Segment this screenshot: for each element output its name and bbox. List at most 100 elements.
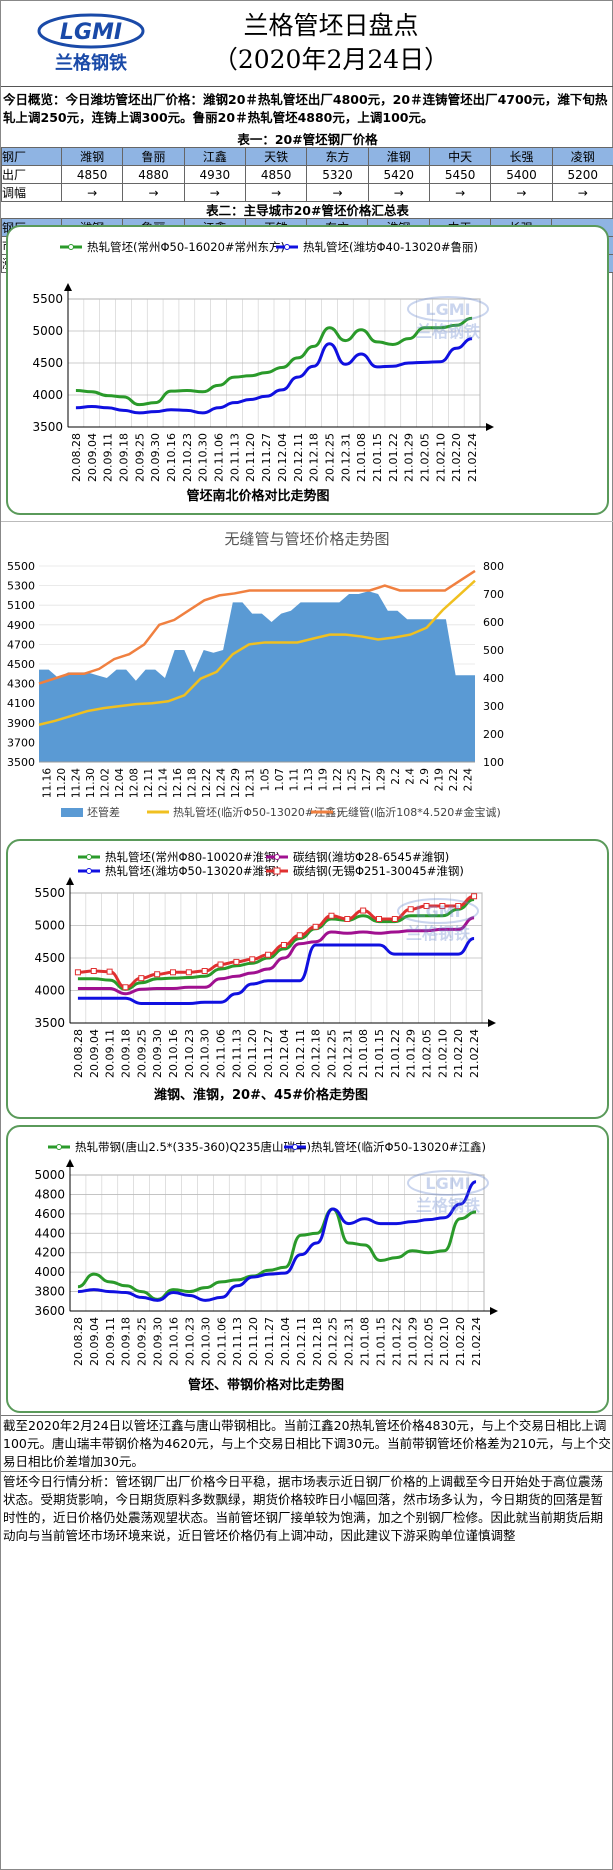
x-tick-label: 21.02.20 [454,1317,467,1366]
chart-panel-4: 3600 3800 4000 4200 4400 4600 4800 5000 20.08.28… [6,1125,609,1413]
watermark-logo: LGMI 兰格钢铁 [397,898,479,943]
table1-price-cell: 4930 [183,165,246,184]
x-tick-label: 20.09.04 [88,1317,101,1366]
y-tick-label: 3500 [34,1016,65,1030]
x-tick-label: 21.01.29 [405,1029,418,1078]
y-tick-label: 4000 [34,1265,65,1279]
x-tick-label: 20.08.28 [72,1317,85,1366]
x-tick-label: 21.02.24 [470,1317,483,1366]
x-tick-label: 20.09.30 [149,433,162,482]
x-tick-label: 20.10.23 [181,433,194,482]
watermark-ring [407,1170,489,1196]
data-point [74,969,81,976]
legend-swatch [61,808,83,817]
x-tick-label: 20.09.18 [117,433,130,482]
legend-marker [284,244,290,250]
y-tick-label: 4200 [34,1246,65,1260]
x-tick-label: 21.02.20 [452,1029,465,1078]
x-tick-label: 11.30 [85,768,97,798]
legend-marker [86,868,92,874]
x-tick-label: 2.24 [463,768,475,792]
x-tick-label: 20.12.31 [343,1317,356,1366]
x-tick-label: 20.11.13 [230,1029,243,1078]
y-tick-label: 3600 [34,1304,65,1318]
chart-title: 潍钢、淮钢，20#、45#价格走势图 [154,1087,368,1103]
y-tick-label: 4800 [34,1187,65,1201]
x-tick-label: 20.11.27 [260,433,273,482]
x-tick-label: 1.11 [288,768,300,791]
x-tick-label: 11.20 [56,768,68,798]
y-tick-label: 4400 [34,1226,65,1240]
x-tick-label: 20.11.27 [262,1029,275,1078]
table1-title: 表一：20#管坯钢厂价格 [237,132,378,147]
table2-title: 表二：主导城市20#管坯价格汇总表 [206,203,409,218]
x-tick-label: 1.27 [361,768,373,791]
x-tick-label: 12.22 [201,768,213,798]
overview-text: 今日概览：今日潍坊管坯出厂价格：潍钢20＃热轧管坯出厂4800元，20＃连铸管坯… [3,92,608,125]
data-point [170,969,176,976]
legend-label: 热轧管坯(常州Φ50-16020#常州东方) [87,240,285,254]
data-point [407,906,414,913]
table1-price-cell: 5320 [306,165,369,184]
y-tick-label: 3500 [32,420,63,434]
data-point [439,903,446,909]
table1-change-cell: → [490,183,553,202]
table1-mill-cell: 鲁丽 [122,147,185,166]
legend-label: 热轧管坯(常州Φ80-10020#淮钢) [105,850,280,864]
x-tick-label: 21.01.15 [373,1029,386,1078]
data-point [344,916,351,922]
y-tick-label: 4300 [7,678,35,691]
table1-change-cell: → [244,183,308,202]
data-point [376,916,382,922]
legend-label: 热轧管坯(潍坊Φ50-13020#潍钢) [105,864,280,878]
y2-tick-label: 700 [483,588,504,601]
table1-mill-cell: 淮钢 [367,147,430,166]
x-axis-arrow [486,423,494,431]
report-header: LGMI 兰格钢铁 兰格管坯日盘点 （2020年2月24日） [1,1,613,87]
x-tick-label: 21.02.20 [450,433,463,482]
y-tick-label: 4000 [34,984,65,998]
x-tick-label: 20.12.04 [279,1317,292,1366]
x-tick-label: 2.19 [434,768,446,791]
data-point [265,951,272,958]
series-line [77,916,475,996]
y-tick-label: 4100 [7,697,35,710]
table1-change-cell: → [306,183,369,202]
table1-price-cell: 5420 [367,165,430,184]
x-tick-label: 20.11.13 [228,433,241,482]
chart-title: 无缝管与管坯价格走势图 [224,530,389,548]
x-tick-label: 1.07 [274,768,286,791]
y2-tick-label: 300 [483,700,504,713]
legend-label: 坯管差 [87,805,120,819]
x-tick-label: 20.09.04 [86,433,99,482]
y-tick-label: 3700 [7,736,35,749]
legend-marker [86,854,92,860]
y-tick-label: 3500 [7,756,35,769]
x-tick-label: 20.12.31 [339,433,352,482]
legend-marker [273,867,281,875]
table1-price-cell: 4880 [122,165,185,184]
watermark-ring [397,898,479,924]
x-tick-label: 12.08 [128,768,140,798]
legend-label: 热轧管坯(潍坊Φ40-13020#鲁丽) [303,240,478,254]
x-tick-label: 20.12.31 [341,1029,354,1078]
x-tick-label: 20.11.06 [213,433,226,482]
y2-tick-label: 100 [483,756,504,769]
x-tick-label: 21.01.22 [387,433,400,482]
x-tick-label: 21.02.10 [434,433,447,482]
x-tick-label: 12.24 [216,768,228,798]
series-line [75,337,473,415]
table1-mill-cell: 天铁 [244,147,308,166]
legend-label: 无缝管(临沂108*4.520#金宝诚) [337,805,501,819]
series-line [77,1207,477,1301]
table1-mill-cell: 中天 [428,147,492,166]
series-line [77,937,475,1005]
y2-tick-label: 600 [483,616,504,629]
x-tick-label: 21.01.15 [375,1317,388,1366]
legend-label: 热轧管坯(临沂Φ50-13020#江鑫) [173,805,340,819]
watermark-logo: LGMI 兰格钢铁 [407,1170,489,1215]
x-tick-label: 20.09.25 [136,1317,149,1366]
legend-label: 热轧管坯(临沂Φ50-13020#江鑫) [311,1140,486,1154]
svg-text:LGMI: LGMI [60,20,122,45]
